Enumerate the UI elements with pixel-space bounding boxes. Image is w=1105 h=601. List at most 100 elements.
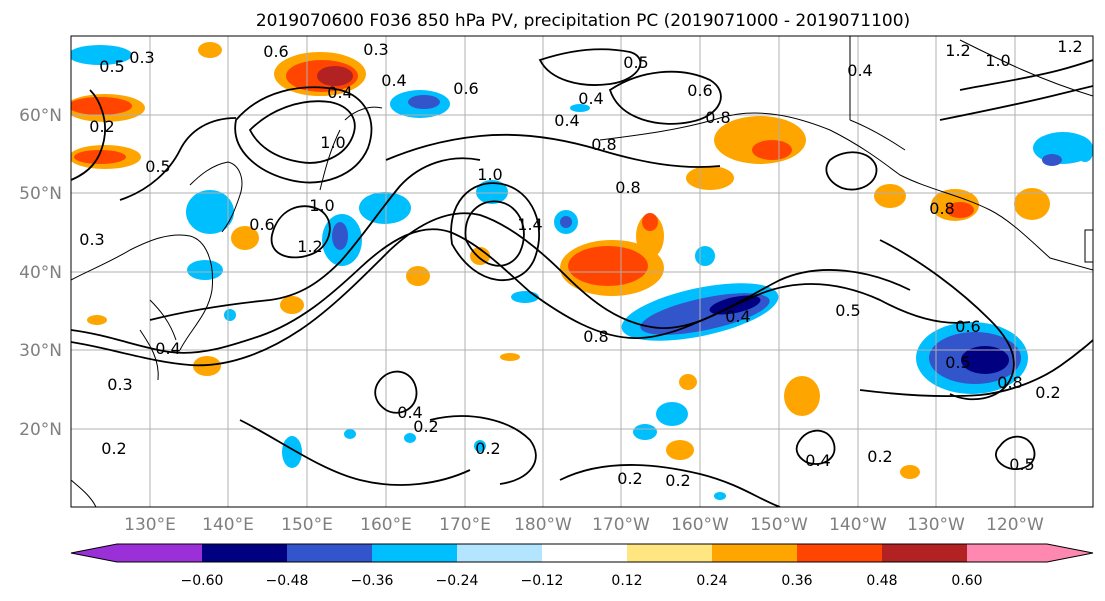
precip-blob	[71, 97, 132, 115]
precip-blob	[1042, 154, 1062, 166]
lat-tick-label: 50°N	[19, 184, 62, 204]
precip-blob	[560, 216, 572, 228]
contour-label: 0.2	[413, 417, 438, 436]
precip-blob	[900, 465, 920, 479]
contour-labels: 0.6 0.3 0.4 0.4 0.2 0.3 0.5 1.0 0.6 0.4 …	[79, 37, 1082, 490]
precip-blob	[570, 104, 590, 112]
colorbar-segment	[117, 544, 202, 562]
contour-label: 0.8	[591, 135, 616, 154]
colorbar-extend-high	[1047, 544, 1093, 562]
precip-blob	[666, 440, 694, 460]
contour-label: 0.8	[615, 178, 640, 197]
precip-blob	[874, 184, 906, 208]
colorbar-tick-label: −0.36	[351, 573, 394, 589]
contour-label: 0.8	[929, 199, 954, 218]
colorbar-segment	[372, 544, 457, 562]
precip-blob	[198, 42, 222, 58]
contour-label: 0.2	[101, 439, 126, 458]
precip-blob	[74, 150, 126, 164]
contour-label: 0.6	[453, 79, 478, 98]
precip-blob	[686, 166, 734, 190]
contour-label: 0.4	[554, 111, 579, 130]
precip-blob	[231, 226, 259, 250]
map-panel: 0.6 0.3 0.4 0.4 0.2 0.3 0.5 1.0 0.6 0.4 …	[70, 35, 1094, 508]
precip-blob	[187, 260, 223, 280]
precip-blob	[193, 356, 221, 376]
precip-blob	[87, 315, 107, 325]
colorbar-segment	[882, 544, 967, 562]
lat-tick-label: 30°N	[19, 341, 62, 361]
contour-label: 0.2	[475, 439, 500, 458]
contour-label: 0.4	[725, 307, 750, 326]
colorbar-segment	[287, 544, 372, 562]
colorbar-segment	[457, 544, 542, 562]
precip-blob	[1014, 188, 1050, 220]
lon-tick-label: 120°W	[986, 515, 1044, 535]
contour-label: 1.2	[945, 41, 970, 60]
contour-label: 0.2	[89, 117, 114, 136]
contour-label: 0.3	[363, 40, 388, 59]
lon-tick-label: 160°E	[360, 515, 412, 535]
contour-label: 0.4	[397, 403, 422, 422]
contour-label: 1.2	[297, 237, 322, 256]
precip-shading	[71, 42, 1093, 500]
precip-blob	[784, 376, 820, 416]
precip-blob	[186, 190, 234, 234]
lat-tick-label: 20°N	[19, 420, 62, 440]
precip-blob	[568, 246, 648, 286]
precip-blob	[359, 192, 411, 224]
contour-label: 0.5	[623, 53, 648, 72]
precip-blob	[280, 296, 304, 314]
precip-blob	[474, 440, 486, 452]
precip-blob	[961, 346, 1009, 374]
contour-label: 0.5	[835, 301, 860, 320]
contour-label: 0.4	[805, 451, 830, 470]
precip-blob	[500, 353, 520, 361]
colorbar-tick-label: −0.12	[521, 573, 564, 589]
colorbar-tick-label: 0.60	[951, 573, 982, 589]
lon-tick-label: 140°E	[202, 515, 254, 535]
colorbar-segment	[967, 544, 1047, 562]
precip-blob	[404, 433, 416, 443]
contour-label: 1.2	[1057, 37, 1082, 56]
precip-blob	[679, 374, 697, 390]
colorbar-tick-label: −0.24	[436, 573, 479, 589]
lon-tick-label: 160°W	[671, 515, 729, 535]
contour-label: 0.4	[847, 61, 872, 80]
lon-tick-label: 130°W	[907, 515, 965, 535]
lat-axis: 60°N 50°N 40°N 30°N 20°N	[19, 106, 62, 440]
figure-title: 2019070600 F036 850 hPa PV, precipitatio…	[256, 11, 910, 31]
contour-label: 0.2	[867, 447, 892, 466]
contour-label: 0.2	[665, 471, 690, 490]
precip-blob	[71, 45, 132, 65]
precip-blob	[406, 266, 430, 286]
colorbar-tick-label: 0.48	[866, 573, 897, 589]
colorbar-extend-low	[71, 544, 117, 562]
lat-tick-label: 40°N	[19, 263, 62, 283]
colorbar-tick-label: 0.12	[611, 573, 642, 589]
contour-label: 0.5	[1009, 455, 1034, 474]
map-frame	[70, 35, 1094, 508]
lon-tick-label: 180°W	[514, 515, 572, 535]
contour-label: 1.4	[517, 215, 542, 234]
colorbar-segment	[797, 544, 882, 562]
lon-axis: 130°E 140°E 150°E 160°E 170°E 180°W 170°…	[124, 515, 1044, 535]
precip-blob	[332, 222, 348, 250]
pv-contours	[71, 48, 1093, 507]
precip-blob	[642, 213, 658, 231]
contour-label: 0.6	[687, 81, 712, 100]
precip-blob	[317, 66, 353, 86]
precip-blob	[511, 291, 539, 303]
precip-blob	[695, 246, 715, 266]
contour-label: 0.4	[578, 89, 603, 108]
coastlines	[71, 36, 1093, 507]
colorbar-segment	[627, 544, 712, 562]
contour-label: 0.8	[997, 373, 1022, 392]
contour-label: 0.5	[99, 57, 124, 76]
contour-label: 0.4	[327, 83, 352, 102]
colorbar-segment	[202, 544, 287, 562]
colorbar-segment	[712, 544, 797, 562]
contour-label: 0.6	[263, 42, 288, 61]
contour-label: 0.2	[617, 469, 642, 488]
